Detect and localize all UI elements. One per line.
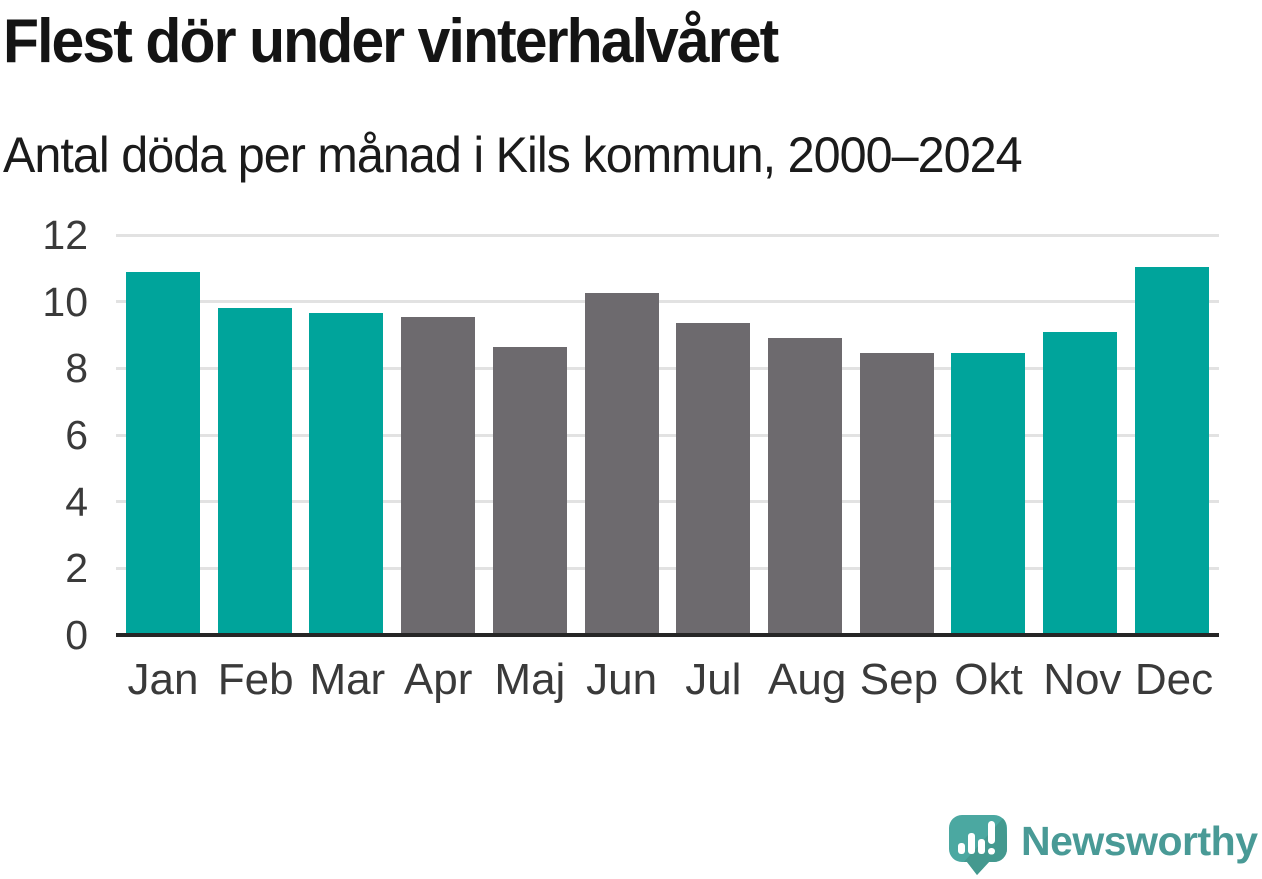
gridline-10 — [116, 300, 1219, 304]
bars — [116, 235, 1219, 635]
gridline-6 — [116, 433, 1219, 437]
x-axis-tick-labels: Jan Feb Mar Apr Maj Jun Jul Aug Sep Okt Nov Dec — [116, 654, 1219, 706]
y-tick-label-4: 4 — [65, 478, 88, 525]
newsworthy-wordmark: Newsworthy — [1021, 817, 1258, 864]
bar-jun — [584, 293, 659, 635]
x-tick-label-maj: Maj — [494, 655, 566, 704]
bar-nov — [1043, 331, 1118, 635]
x-tick-label-feb: Feb — [217, 655, 294, 704]
gridline-12 — [116, 233, 1219, 237]
x-tick-label-apr: Apr — [403, 655, 473, 704]
bar-aug — [768, 338, 843, 635]
gridline-4 — [116, 500, 1219, 504]
x-tick-label-nov: Nov — [1043, 655, 1122, 704]
x-tick-label-jul: Jul — [685, 655, 742, 704]
x-tick-label-okt: Okt — [954, 655, 1023, 704]
y-tick-label-8: 8 — [65, 345, 88, 392]
x-tick-label-aug: Aug — [768, 655, 847, 704]
bar-sep — [859, 353, 934, 635]
y-tick-label-10: 10 — [42, 278, 88, 325]
bar-maj — [492, 346, 567, 635]
bar-apr — [401, 316, 476, 635]
y-tick-label-12: 12 — [42, 212, 88, 258]
chart-subtitle: Antal döda per månad i Kils kommun, 2000… — [3, 127, 1023, 183]
chart-title: Flest dör under vinterhalvåret — [3, 7, 779, 76]
y-axis-tick-labels: 0 2 4 6 8 10 12 — [28, 212, 88, 658]
x-tick-label-jan: Jan — [127, 655, 199, 704]
x-tick-label-dec: Dec — [1134, 655, 1214, 704]
gridline-2 — [116, 566, 1219, 570]
bar-dec — [1134, 266, 1209, 635]
bar-feb — [217, 308, 292, 635]
plot-area — [116, 233, 1219, 637]
bar-jan — [126, 271, 200, 635]
x-tick-label-jun: Jun — [586, 655, 658, 704]
y-tick-label-2: 2 — [65, 545, 88, 592]
newsworthy-branding: Newsworthy — [945, 812, 1260, 878]
y-tick-label-0: 0 — [65, 612, 88, 658]
bar-jul — [676, 323, 751, 635]
newsworthy-speech-bubble-bar-chart-icon — [949, 815, 1007, 875]
x-axis-line — [116, 633, 1219, 637]
x-tick-label-mar: Mar — [309, 655, 386, 704]
y-tick-label-6: 6 — [65, 412, 88, 458]
gridline-8 — [116, 366, 1219, 370]
x-tick-label-sep: Sep — [859, 655, 939, 704]
bar-okt — [951, 353, 1026, 635]
bar-mar — [309, 313, 384, 635]
